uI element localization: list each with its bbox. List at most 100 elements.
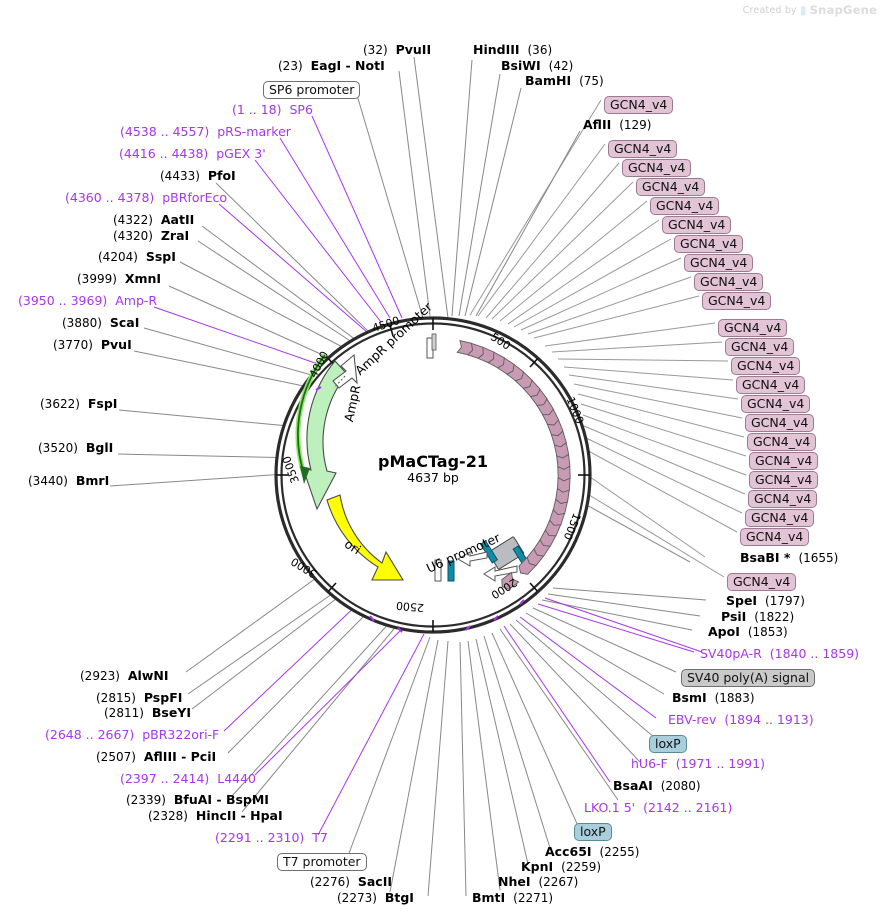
label-aflii: AflII (129) xyxy=(583,117,652,132)
badge-gcn4-v4-23: GCN4_v4 xyxy=(727,573,797,592)
badge-gcn4-v4-18: GCN4_v4 xyxy=(749,452,819,471)
badge-sv40-polya-signal: SV40 poly(A) signal xyxy=(681,669,816,688)
label-bgli: (3520) BglI xyxy=(38,440,114,455)
label-sv40pa-r: SV40pA-R (1840 .. 1859) xyxy=(700,646,860,661)
leader-lines-left xyxy=(109,56,449,487)
label-ebv-rev: EBV-rev (1894 .. 1913) xyxy=(668,712,814,727)
badge-gcn4-v4-5: GCN4_v4 xyxy=(650,197,720,216)
label-alwni: (2923) AlwNI xyxy=(80,668,169,683)
label-bmti: BmtI (2271) xyxy=(472,890,554,905)
label-t7-primer: (2291 .. 2310) T7 xyxy=(215,830,328,845)
label-bamhi: BamHI (75) xyxy=(525,73,604,88)
feature-ampr-promoter-arrow xyxy=(332,353,358,389)
label-l4440: (2397 .. 2414) L4440 xyxy=(120,771,257,786)
label-sp6-primer: (1 .. 18) SP6 xyxy=(232,102,313,117)
badge-gcn4-v4-16: GCN4_v4 xyxy=(745,414,815,433)
feature-u6-promoter xyxy=(434,536,531,582)
badge-loxp-lower: loxP xyxy=(574,823,612,842)
label-lko1-5prime: LKO.1 5' (2142 .. 2161) xyxy=(584,800,733,815)
primer-ticks-ring xyxy=(315,386,525,633)
label-pgex3: (4416 .. 4438) pGEX 3' xyxy=(119,146,266,161)
label-spei: SpeI (1797) xyxy=(726,593,805,608)
label-bsabi: BsaBI * (1655) xyxy=(740,550,839,565)
badge-gcn4-v4-6: GCN4_v4 xyxy=(662,216,732,235)
label-kpni: KpnI (2259) xyxy=(521,859,602,874)
label-bsiwi: BsiWI (42) xyxy=(501,58,574,73)
label-scai: (3880) ScaI xyxy=(62,315,140,330)
badge-gcn4-v4-13: GCN4_v4 xyxy=(731,357,801,376)
label-nhei: NheI (2267) xyxy=(498,874,579,889)
label-hu6-f: hU6-F (1971 .. 1991) xyxy=(631,756,765,771)
label-fspi: (3622) FspI xyxy=(40,396,118,411)
feature-ori-arrow xyxy=(326,494,404,581)
badge-gcn4-v4-9: GCN4_v4 xyxy=(694,273,764,292)
badge-gcn4-v4-14: GCN4_v4 xyxy=(736,376,806,395)
badge-sp6-promoter: SP6 promoter xyxy=(263,81,361,100)
badge-loxp-upper: loxP xyxy=(649,735,687,754)
badge-gcn4-v4-21: GCN4_v4 xyxy=(745,509,815,528)
plasmid-size: 4637 bp xyxy=(407,470,459,485)
badge-gcn4-v4-7: GCN4_v4 xyxy=(674,235,744,254)
label-pfoi: (4433) PfoI xyxy=(160,168,236,183)
label-bseyi: (2811) BseYI xyxy=(104,705,192,720)
watermark-brand: SnapGene xyxy=(809,3,877,17)
label-pvui: (3770) PvuI xyxy=(53,337,132,352)
watermark-prefix: Created by xyxy=(742,4,797,16)
badge-gcn4-v4-17: GCN4_v4 xyxy=(747,433,817,452)
feature-small-boxes-top xyxy=(426,333,437,359)
badge-gcn4-v4-20: GCN4_v4 xyxy=(748,490,818,509)
badge-gcn4-v4-3: GCN4_v4 xyxy=(622,159,692,178)
label-acc65i: Acc65I (2255) xyxy=(545,844,640,859)
leader-lines-bottom-right-primers xyxy=(503,597,703,783)
ampr-arrow-head xyxy=(300,466,310,484)
badge-gcn4-v4-22: GCN4_v4 xyxy=(740,528,810,547)
ampr-promoter-dash xyxy=(333,375,346,389)
label-aatii: (4322) AatII xyxy=(113,212,195,227)
label-prs-marker: (4538 .. 4557) pRS-marker xyxy=(120,124,291,139)
badge-gcn4-v4-2: GCN4_v4 xyxy=(608,140,678,159)
feature-ampr-arrow xyxy=(302,360,348,511)
ruler-label-2500: 2500 xyxy=(395,598,425,615)
label-pbrforeco: (4360 .. 4378) pBRforEco xyxy=(65,190,228,205)
label-bsmi: BsmI (1883) xyxy=(672,690,755,705)
snapgene-watermark: Created by ▮ SnapGene xyxy=(743,3,877,17)
label-amp-r: (3950 .. 3969) Amp-R xyxy=(18,293,158,308)
badge-gcn4-v4-19: GCN4_v4 xyxy=(749,471,819,490)
label-bsaai: BsaAI (2080) xyxy=(613,778,701,793)
leader-lines-gcn-fan xyxy=(469,99,747,578)
badge-gcn4-v4-1: GCN4_v4 xyxy=(604,96,674,115)
label-hincii-hpai: (2328) HincII - HpaI xyxy=(148,808,283,823)
badge-gcn4-v4-12: GCN4_v4 xyxy=(725,338,795,357)
label-eagi-noti: (23) EagI - NotI xyxy=(278,58,385,73)
leader-lines-bottom-right xyxy=(459,587,707,897)
label-zrai: (4320) ZraI xyxy=(113,228,190,243)
badge-gcn4-v4-15: GCN4_v4 xyxy=(741,395,811,414)
badge-gcn4-v4-8: GCN4_v4 xyxy=(684,254,754,273)
label-xmni: (3999) XmnI xyxy=(77,271,162,286)
snapgene-logo-icon: ▮ xyxy=(799,3,807,17)
ampr-outline-arc xyxy=(297,354,326,475)
leader-lines-left-primers xyxy=(153,115,403,372)
label-afliii-pcii: (2507) AflIII - PciI xyxy=(96,749,217,764)
leader-lines-bottom-left xyxy=(185,567,449,897)
label-pvuii: (32) PvuII xyxy=(363,42,432,57)
badge-gcn4-v4-4: GCN4_v4 xyxy=(636,178,706,197)
label-bmri: (3440) BmrI xyxy=(28,473,110,488)
plasmid-name: pMaCTag-21 xyxy=(378,452,488,471)
leader-lines-top-right xyxy=(451,59,691,563)
label-psii: PsiI (1822) xyxy=(721,609,795,624)
label-pspfi: (2815) PspFI xyxy=(96,690,183,705)
label-pbr322ori-f: (2648 .. 2667) pBR322ori-F xyxy=(45,727,220,742)
feature-gcn4-repeats xyxy=(456,340,571,590)
badge-gcn4-v4-11: GCN4_v4 xyxy=(718,319,788,338)
badge-t7-promoter: T7 promoter xyxy=(277,853,367,872)
label-sspi: (4204) SspI xyxy=(98,249,176,264)
label-btgi: (2273) BtgI xyxy=(337,890,414,905)
label-apoi: ApoI (1853) xyxy=(708,624,788,639)
label-hindiii: HindIII (36) xyxy=(473,42,553,57)
badge-gcn4-v4-10: GCN4_v4 xyxy=(702,292,772,311)
label-sacii: (2276) SacII xyxy=(310,874,393,889)
label-bfuai-bspmi: (2339) BfuAI - BspMI xyxy=(126,792,269,807)
